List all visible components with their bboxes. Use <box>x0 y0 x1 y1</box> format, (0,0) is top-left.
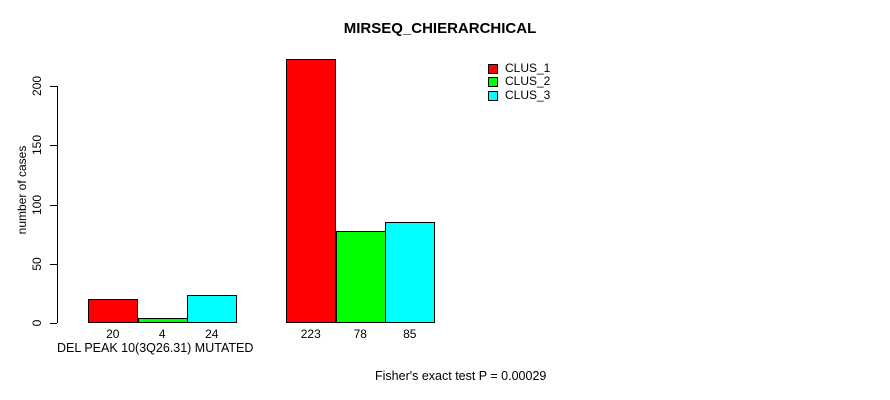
chart-title: MIRSEQ_CHIERARCHICAL <box>343 20 537 37</box>
legend-item-clus_3: CLUS_3 <box>488 89 550 102</box>
bar-value-label: 20 <box>106 327 120 341</box>
y-axis-label: number of cases <box>15 145 29 235</box>
bar-clus_2-group1 <box>138 318 188 323</box>
legend-label: CLUS_2 <box>505 74 551 88</box>
y-tick-mark <box>50 145 57 146</box>
y-tick-label: 0 <box>30 319 44 327</box>
bar-clus_1-group2 <box>286 59 336 323</box>
bar-clus_2-group2 <box>336 231 386 323</box>
y-tick-mark <box>50 264 57 265</box>
y-axis-line <box>57 86 58 323</box>
bar-value-label: 78 <box>353 327 367 341</box>
y-tick-mark <box>50 86 57 87</box>
bar-value-label: 223 <box>300 327 321 341</box>
legend-item-clus_2: CLUS_2 <box>488 75 550 88</box>
legend-swatch-clus_3 <box>488 90 498 101</box>
stat-annotation: Fisher's exact test P = 0.00029 <box>375 369 547 383</box>
bar-value-label: 24 <box>205 327 219 341</box>
legend-label: CLUS_1 <box>505 61 551 75</box>
legend-label: CLUS_3 <box>505 88 551 102</box>
x-axis-label: DEL PEAK 10(3Q26.31) MUTATED <box>57 341 254 355</box>
y-tick-label: 150 <box>30 134 44 156</box>
bar-value-label: 85 <box>403 327 417 341</box>
y-tick-mark <box>50 323 57 324</box>
bar-clus_3-group1 <box>187 295 237 323</box>
bar-clus_1-group1 <box>88 299 138 323</box>
bar-value-label: 4 <box>158 327 166 341</box>
legend-swatch-clus_2 <box>488 76 498 87</box>
y-tick-label: 100 <box>30 194 44 216</box>
legend-item-clus_1: CLUS_1 <box>488 62 550 75</box>
y-tick-mark <box>50 205 57 206</box>
y-tick-label: 50 <box>30 257 44 271</box>
legend-swatch-clus_1 <box>488 63 498 74</box>
bar-clus_3-group2 <box>385 222 435 323</box>
y-tick-label: 200 <box>30 75 44 97</box>
